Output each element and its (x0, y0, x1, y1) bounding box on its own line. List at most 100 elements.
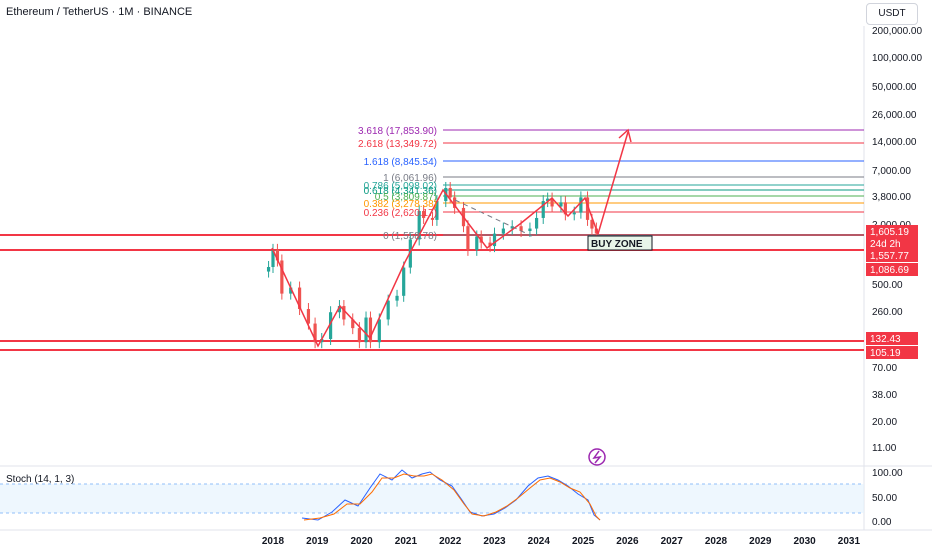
candle-body (453, 197, 457, 208)
time-tick-label: 2025 (572, 536, 595, 547)
price-tick-label: 26,000.00 (872, 110, 917, 121)
candle-body (579, 197, 583, 213)
candle-body (550, 198, 554, 207)
candle-body (337, 306, 342, 313)
price-tick-label: 11.00 (872, 443, 897, 454)
lightning-icon[interactable] (588, 448, 606, 466)
time-tick-label: 2021 (395, 536, 418, 547)
candle-body (275, 249, 280, 261)
candle-body (377, 319, 381, 343)
stoch-lines (301, 469, 601, 521)
candle-body (417, 211, 421, 240)
candle-body (280, 260, 284, 294)
candle-body (534, 217, 539, 229)
candle-body (448, 187, 452, 198)
time-tick-label: 2024 (528, 536, 551, 547)
time-tick-label: 2030 (793, 536, 816, 547)
price-badge-label: 24d 2h (870, 239, 901, 250)
candle-body (546, 198, 550, 202)
price-tick-label: 100,000.00 (872, 53, 922, 64)
stoch-axis: 100.00 50.00 0.00 (872, 468, 903, 528)
candle-body (402, 267, 406, 296)
buy-zone-label: BUY ZONE (591, 239, 643, 250)
time-tick-label: 2029 (749, 536, 772, 547)
price-badge (866, 237, 918, 250)
zigzag-2018 (271, 188, 599, 348)
symbol-title[interactable]: Ethereum / TetherUS · 1M · BINANCE (6, 6, 193, 18)
price-tick-label: 500.00 (872, 280, 903, 291)
price-tick-label: 20.00 (872, 417, 897, 428)
main-pane (0, 26, 864, 466)
fib-level-label: 0 (1,558.78) (383, 231, 437, 242)
candle-body (271, 249, 275, 267)
indicator-label[interactable]: Stoch (14, 1, 3) (6, 474, 75, 485)
price-badge-label: 1,557.77 (870, 251, 909, 262)
fib-level-label: 0.382 (3,278.38) (364, 199, 437, 210)
candle-body (510, 226, 514, 229)
fib-labels: 3.618 (17,853.90) 2.618 (13,349.72) 1.618 … (358, 126, 437, 242)
fib-level-label: 2.618 (13,349.72) (358, 139, 437, 150)
candle-body (357, 328, 361, 343)
projection-arrow-line (597, 131, 629, 235)
price-badge-label: 132.43 (870, 334, 901, 345)
price-badge (866, 225, 918, 238)
currency-button[interactable]: USDT (866, 3, 918, 25)
price-tick-label: 3,800.00 (872, 192, 911, 203)
candle-body (541, 201, 545, 218)
fib-extension (443, 129, 864, 236)
candle-body (289, 287, 293, 294)
candle-body (297, 287, 302, 310)
time-tick-label: 2023 (483, 536, 506, 547)
candle-body (572, 212, 576, 215)
pattern-lines (271, 128, 632, 348)
candle-body (351, 319, 355, 329)
time-tick-label: 2022 (439, 536, 462, 547)
candle-body (590, 219, 594, 229)
candle-body (492, 233, 497, 247)
candle-body (466, 226, 470, 250)
price-tick-label: 70.00 (872, 363, 897, 374)
candle-body (563, 202, 567, 215)
stoch-tick-label: 0.00 (872, 517, 892, 528)
fib-level-label: 0.236 (2,620.17) (364, 208, 437, 219)
price-tick-label: 200,000.00 (872, 26, 922, 37)
price-tick-label: 260.00 (872, 307, 903, 318)
candle-body (368, 317, 373, 343)
fib-level-label: 1 (6,061.96) (383, 173, 437, 184)
candle-body (364, 317, 368, 343)
candle-body (475, 236, 479, 250)
price-tick-label: 7,000.00 (872, 166, 911, 177)
candle-body (585, 197, 590, 220)
stoch-tick-label: 100.00 (872, 468, 903, 479)
time-tick-label: 2019 (306, 536, 329, 547)
buy-zone-box[interactable]: BUY ZONE (587, 235, 653, 251)
time-tick-label: 2018 (262, 536, 285, 547)
fib-level-label: 1.618 (8,845.54) (364, 157, 437, 168)
candle-body (306, 309, 311, 324)
price-badge (866, 346, 918, 359)
candle-body (342, 306, 346, 320)
stoch-d-line (303, 473, 601, 521)
price-tick-label: 38.00 (872, 390, 897, 401)
time-tick-label: 2020 (350, 536, 373, 547)
candle-body (395, 295, 399, 301)
fib-level-label: 0.5 (3,809.87) (375, 192, 437, 203)
price-badge (866, 249, 918, 262)
price-badge-label: 1,605.19 (870, 227, 909, 238)
price-tick-label: 50,000.00 (872, 82, 917, 93)
time-axis[interactable]: 2018 2019 2020 2021 2022 2023 2024 2025 2026 2027… (262, 536, 861, 547)
stoch-tick-label: 50.00 (872, 493, 897, 504)
fib-level-label: 0.618 (4,341.36) (364, 186, 437, 197)
price-badge (866, 332, 918, 345)
fib-level-label: 3.618 (17,853.90) (358, 126, 437, 137)
arrow-head (618, 128, 632, 143)
candle-body (559, 202, 563, 207)
candle-body (528, 228, 532, 232)
fib-level-label: 0.786 (5,098.02) (364, 181, 437, 192)
candle-body (435, 201, 439, 220)
price-badge (866, 263, 918, 276)
candle-body (430, 217, 435, 220)
time-tick-label: 2028 (705, 536, 728, 547)
